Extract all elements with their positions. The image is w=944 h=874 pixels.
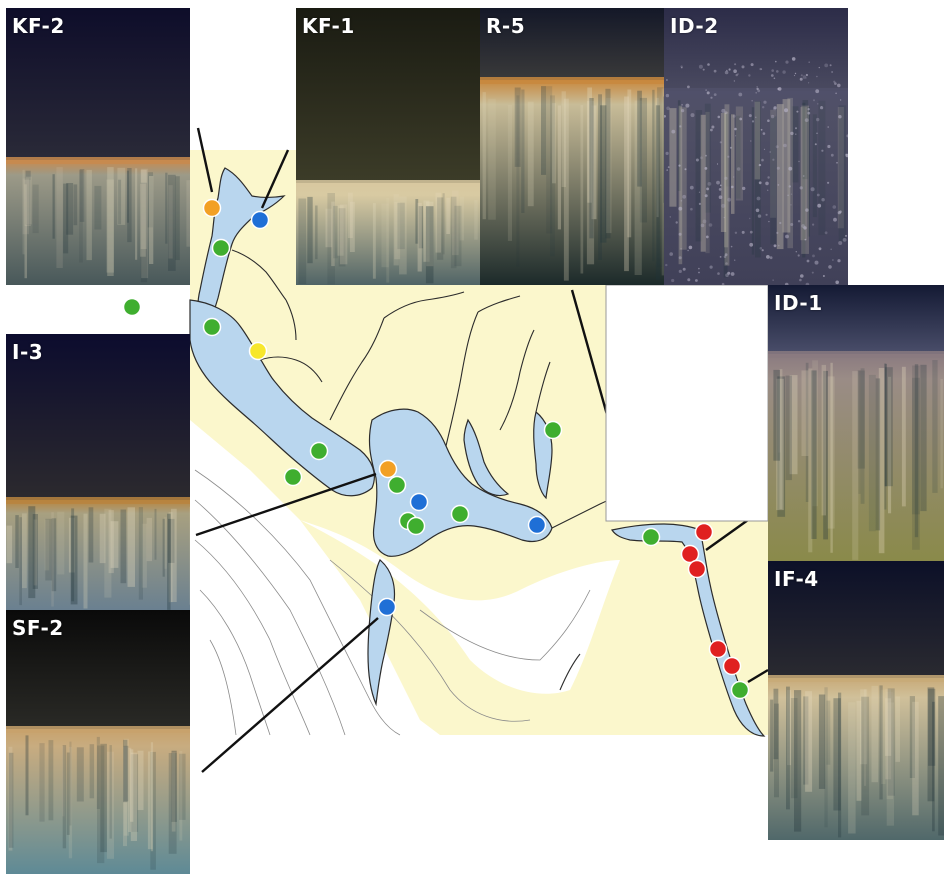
photo-label: KF-1 [302, 14, 355, 38]
station-marker-red [694, 522, 714, 542]
core-interface [664, 88, 848, 95]
core-texture [298, 190, 478, 285]
core-interface [768, 675, 944, 682]
station-marker-green [730, 680, 750, 700]
station-marker-green [122, 297, 142, 317]
station-marker-red [708, 639, 728, 659]
station-marker-red [680, 544, 700, 564]
core-water-column [6, 8, 190, 160]
core-texture [8, 735, 186, 870]
station-marker-yellow [248, 341, 268, 361]
core-image-id2 [664, 8, 848, 285]
core-water-column [480, 8, 664, 80]
core-water-column [664, 8, 848, 91]
core-photo-kf1: KF-1 [296, 8, 480, 285]
core-image-kf1 [296, 8, 480, 285]
station-marker-green [406, 516, 426, 536]
core-image-i3 [6, 334, 190, 610]
core-image-r5 [480, 8, 664, 285]
core-sediment [6, 729, 190, 874]
station-marker-green [309, 441, 329, 461]
core-image-sf2 [6, 610, 190, 874]
core-interface [6, 726, 190, 733]
core-water-column [296, 8, 480, 183]
station-marker-orange [378, 459, 398, 479]
station-marker-blue [377, 597, 397, 617]
core-sediment [6, 160, 190, 285]
station-marker-red [722, 656, 742, 676]
core-photo-id1: ID-1 [768, 285, 944, 561]
core-photo-r5: R-5 [480, 8, 664, 285]
photo-label: ID-1 [774, 291, 823, 315]
photo-label: ID-2 [670, 14, 719, 38]
core-texture [6, 506, 190, 610]
core-water-column [768, 285, 944, 354]
station-marker-blue [409, 492, 429, 512]
core-image-if4 [768, 561, 944, 840]
core-texture [770, 685, 944, 838]
core-sediment [296, 183, 480, 285]
core-photo-if4: IF-4 [768, 561, 944, 840]
core-interface [480, 77, 664, 84]
station-marker-green [450, 504, 470, 524]
photo-label: IF-4 [774, 567, 819, 591]
core-water-column [768, 561, 944, 678]
core-sediment [664, 91, 848, 285]
core-interface [296, 180, 480, 187]
core-photo-id2: ID-2 [664, 8, 848, 285]
core-sediment [768, 678, 944, 840]
core-sediment [768, 354, 944, 561]
core-water-column [6, 610, 190, 729]
core-image-kf2 [6, 8, 190, 285]
station-markers [122, 198, 750, 700]
map-depth-contours [194, 469, 591, 736]
station-marker-green [283, 467, 303, 487]
core-texture [22, 167, 190, 283]
photo-label: SF-2 [12, 616, 64, 640]
photo-label: I-3 [12, 340, 44, 364]
photo-label: KF-2 [12, 14, 65, 38]
station-marker-orange [202, 198, 222, 218]
core-interface [768, 351, 944, 358]
map-inset-frame [605, 284, 769, 522]
station-marker-green [543, 420, 563, 440]
station-marker-blue [527, 515, 547, 535]
core-photo-sf2: SF-2 [6, 610, 190, 874]
core-texture [773, 360, 943, 560]
station-marker-green [641, 527, 661, 547]
core-sediment [480, 80, 664, 285]
core-interface [6, 157, 190, 164]
core-texture [664, 57, 848, 285]
core-image-id1 [768, 285, 944, 561]
core-photo-i3: I-3 [6, 334, 190, 610]
station-marker-red [687, 559, 707, 579]
core-texture [482, 86, 664, 281]
station-marker-green [387, 475, 407, 495]
station-marker-green [211, 238, 231, 258]
station-marker-green [202, 317, 222, 337]
core-sediment [6, 500, 190, 610]
core-photo-kf2: KF-2 [6, 8, 190, 285]
core-water-column [6, 334, 190, 500]
station-marker-blue [250, 210, 270, 230]
photo-label: R-5 [486, 14, 526, 38]
core-interface [6, 497, 190, 504]
